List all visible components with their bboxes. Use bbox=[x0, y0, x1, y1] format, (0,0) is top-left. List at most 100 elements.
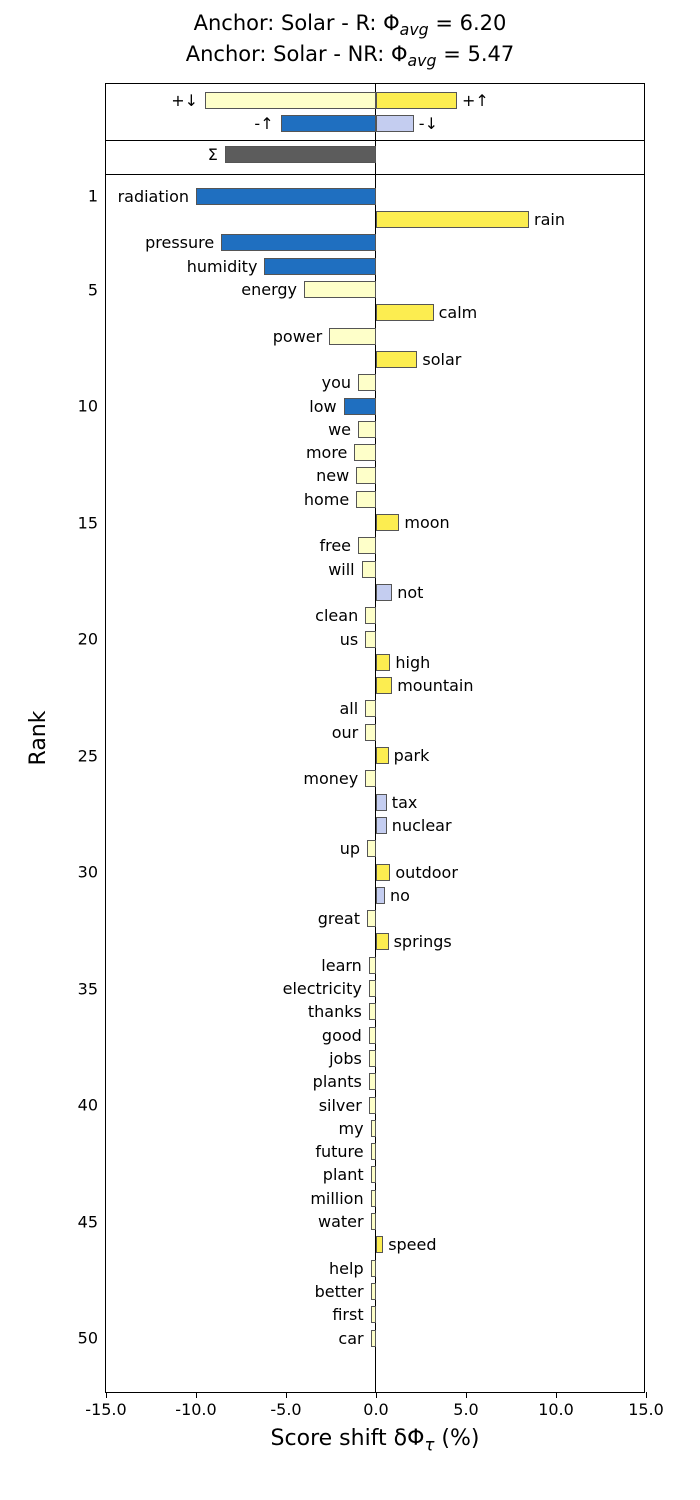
word-label: high bbox=[395, 654, 430, 671]
word-bar bbox=[369, 1050, 376, 1067]
word-label: home bbox=[304, 491, 349, 508]
word-bar bbox=[376, 933, 389, 950]
word-bar bbox=[376, 211, 529, 228]
legend-bar bbox=[205, 92, 376, 109]
chart-container: Anchor: Solar - R: Φavg = 6.20 Anchor: S… bbox=[0, 10, 700, 1393]
word-label: help bbox=[329, 1260, 364, 1277]
xtick bbox=[106, 1392, 107, 1398]
word-bar bbox=[371, 1166, 376, 1183]
word-bar bbox=[365, 700, 376, 717]
word-label: future bbox=[315, 1143, 363, 1160]
word-label: first bbox=[332, 1306, 363, 1323]
word-bar bbox=[369, 980, 376, 997]
word-label: million bbox=[310, 1190, 363, 1207]
word-bar bbox=[376, 794, 387, 811]
word-bar bbox=[376, 887, 385, 904]
word-bar bbox=[376, 817, 387, 834]
word-bar bbox=[371, 1120, 376, 1137]
word-bar bbox=[358, 537, 376, 554]
word-bar bbox=[371, 1306, 376, 1323]
word-label: not bbox=[397, 584, 423, 601]
title-text: Anchor: Solar - NR: Φ bbox=[186, 42, 408, 66]
word-label: pressure bbox=[145, 234, 214, 251]
word-label: free bbox=[319, 537, 351, 554]
word-bar bbox=[369, 957, 376, 974]
word-label: better bbox=[315, 1283, 364, 1300]
word-bar bbox=[365, 770, 376, 787]
word-label: humidity bbox=[187, 258, 258, 275]
title-text: = 6.20 bbox=[429, 11, 507, 35]
word-bar bbox=[376, 514, 399, 531]
title-text: = 5.47 bbox=[437, 42, 515, 66]
word-label: mountain bbox=[397, 677, 473, 694]
sum-bar bbox=[225, 146, 376, 163]
word-bar bbox=[304, 281, 376, 298]
word-bar bbox=[221, 234, 376, 251]
word-bar bbox=[376, 584, 392, 601]
xtick bbox=[466, 1392, 467, 1398]
ytick-label: 35 bbox=[78, 979, 98, 998]
ytick-label: 50 bbox=[78, 1329, 98, 1348]
word-label: new bbox=[316, 467, 349, 484]
word-bar bbox=[196, 188, 376, 205]
word-label: springs bbox=[394, 933, 452, 950]
word-label: all bbox=[340, 700, 359, 717]
word-bar bbox=[371, 1143, 376, 1160]
word-label: us bbox=[340, 631, 358, 648]
word-label: good bbox=[322, 1027, 362, 1044]
word-label: will bbox=[328, 561, 354, 578]
xtick bbox=[286, 1392, 287, 1398]
word-label: electricity bbox=[283, 980, 362, 997]
xtick-label: -15.0 bbox=[85, 1400, 126, 1419]
word-bar bbox=[329, 328, 376, 345]
xtick-label: -10.0 bbox=[175, 1400, 216, 1419]
word-bar bbox=[367, 910, 376, 927]
word-label: low bbox=[309, 398, 336, 415]
word-label: park bbox=[394, 747, 430, 764]
word-label: jobs bbox=[329, 1050, 362, 1067]
xtick-label: 10.0 bbox=[538, 1400, 574, 1419]
word-bar bbox=[376, 1236, 383, 1253]
word-label: power bbox=[273, 328, 322, 345]
word-label: money bbox=[303, 770, 358, 787]
word-bar bbox=[376, 677, 392, 694]
word-bar bbox=[358, 421, 376, 438]
word-bar bbox=[365, 724, 376, 741]
word-label: more bbox=[306, 444, 347, 461]
xtick bbox=[646, 1392, 647, 1398]
word-label: my bbox=[339, 1120, 364, 1137]
word-label: learn bbox=[321, 957, 362, 974]
xtick-label: 15.0 bbox=[628, 1400, 664, 1419]
xtick bbox=[376, 1392, 377, 1398]
word-bar bbox=[367, 840, 376, 857]
word-label: calm bbox=[439, 304, 478, 321]
word-bar bbox=[371, 1260, 376, 1277]
xtick-label: -5.0 bbox=[270, 1400, 301, 1419]
word-label: rain bbox=[534, 211, 565, 228]
word-bar bbox=[376, 304, 434, 321]
word-label: thanks bbox=[308, 1003, 362, 1020]
ytick-label: 45 bbox=[78, 1212, 98, 1231]
word-label: speed bbox=[388, 1236, 436, 1253]
xtick bbox=[196, 1392, 197, 1398]
legend-bar bbox=[376, 115, 414, 132]
word-label: moon bbox=[404, 514, 449, 531]
word-bar bbox=[369, 1097, 376, 1114]
word-bar bbox=[264, 258, 376, 275]
xtick-label: 5.0 bbox=[453, 1400, 478, 1419]
xtick-label: 0.0 bbox=[363, 1400, 388, 1419]
word-bar bbox=[369, 1073, 376, 1090]
xlabel-text: Score shift δΦ bbox=[271, 1426, 425, 1451]
word-label: radiation bbox=[118, 188, 189, 205]
word-bar bbox=[376, 747, 389, 764]
word-bar bbox=[371, 1190, 376, 1207]
word-label: car bbox=[338, 1330, 363, 1347]
title-text: Anchor: Solar - R: Φ bbox=[194, 11, 400, 35]
word-bar bbox=[356, 467, 376, 484]
word-bar bbox=[362, 561, 376, 578]
word-bar bbox=[344, 398, 376, 415]
ytick-label: 5 bbox=[88, 280, 98, 299]
word-label: clean bbox=[315, 607, 358, 624]
ytick-label: 10 bbox=[78, 397, 98, 416]
word-label: up bbox=[340, 840, 360, 857]
